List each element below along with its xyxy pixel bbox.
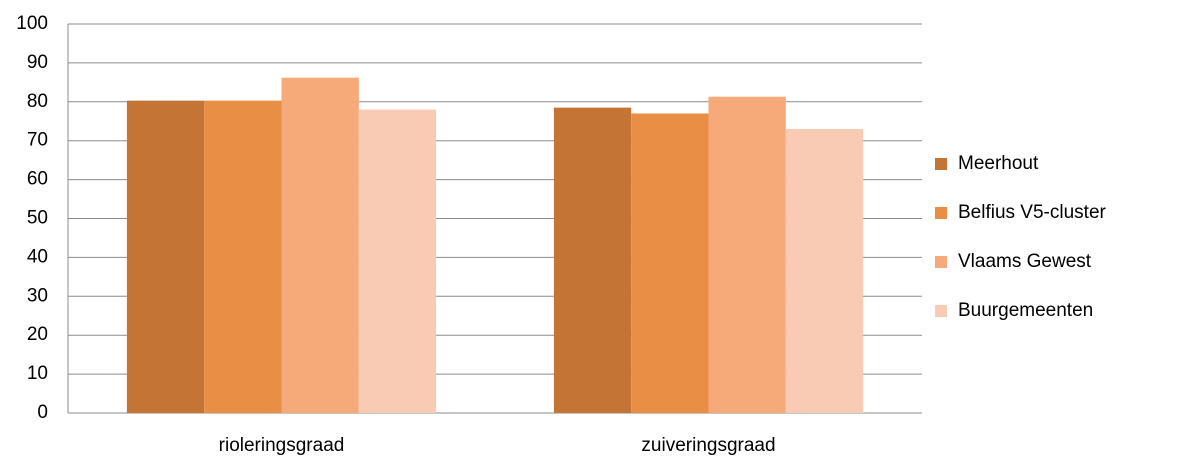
y-tick-label: 50 bbox=[27, 208, 48, 229]
bar bbox=[126, 100, 205, 414]
y-tick-label: 90 bbox=[27, 52, 48, 73]
y-tick-label: 30 bbox=[27, 285, 48, 306]
y-tick-label: 100 bbox=[16, 13, 48, 34]
x-tick-label: zuiveringsgraad bbox=[641, 435, 775, 456]
bar bbox=[204, 100, 282, 414]
y-tick-label: 60 bbox=[27, 169, 48, 190]
y-tick-label: 70 bbox=[27, 130, 48, 151]
y-tick-label: 80 bbox=[27, 91, 48, 112]
bar bbox=[631, 113, 709, 413]
legend-label: Belfius V5-cluster bbox=[958, 202, 1107, 223]
y-tick-label: 40 bbox=[27, 246, 48, 267]
legend-label: Vlaams Gewest bbox=[958, 251, 1092, 272]
bar bbox=[281, 77, 359, 413]
legend-label: Meerhout bbox=[958, 153, 1039, 174]
bar bbox=[553, 107, 632, 413]
bar bbox=[708, 96, 786, 414]
legend-swatch bbox=[935, 207, 947, 219]
legend-swatch bbox=[935, 158, 947, 170]
bar bbox=[358, 109, 437, 413]
legend-swatch bbox=[935, 305, 947, 317]
bar bbox=[785, 129, 864, 413]
y-tick-label: 0 bbox=[37, 402, 48, 423]
x-tick-label: rioleringsgraad bbox=[219, 435, 345, 456]
legend-swatch bbox=[935, 256, 947, 268]
legend-label: Buurgemeenten bbox=[958, 300, 1093, 321]
y-tick-label: 10 bbox=[27, 363, 48, 384]
y-tick-label: 20 bbox=[27, 324, 48, 345]
